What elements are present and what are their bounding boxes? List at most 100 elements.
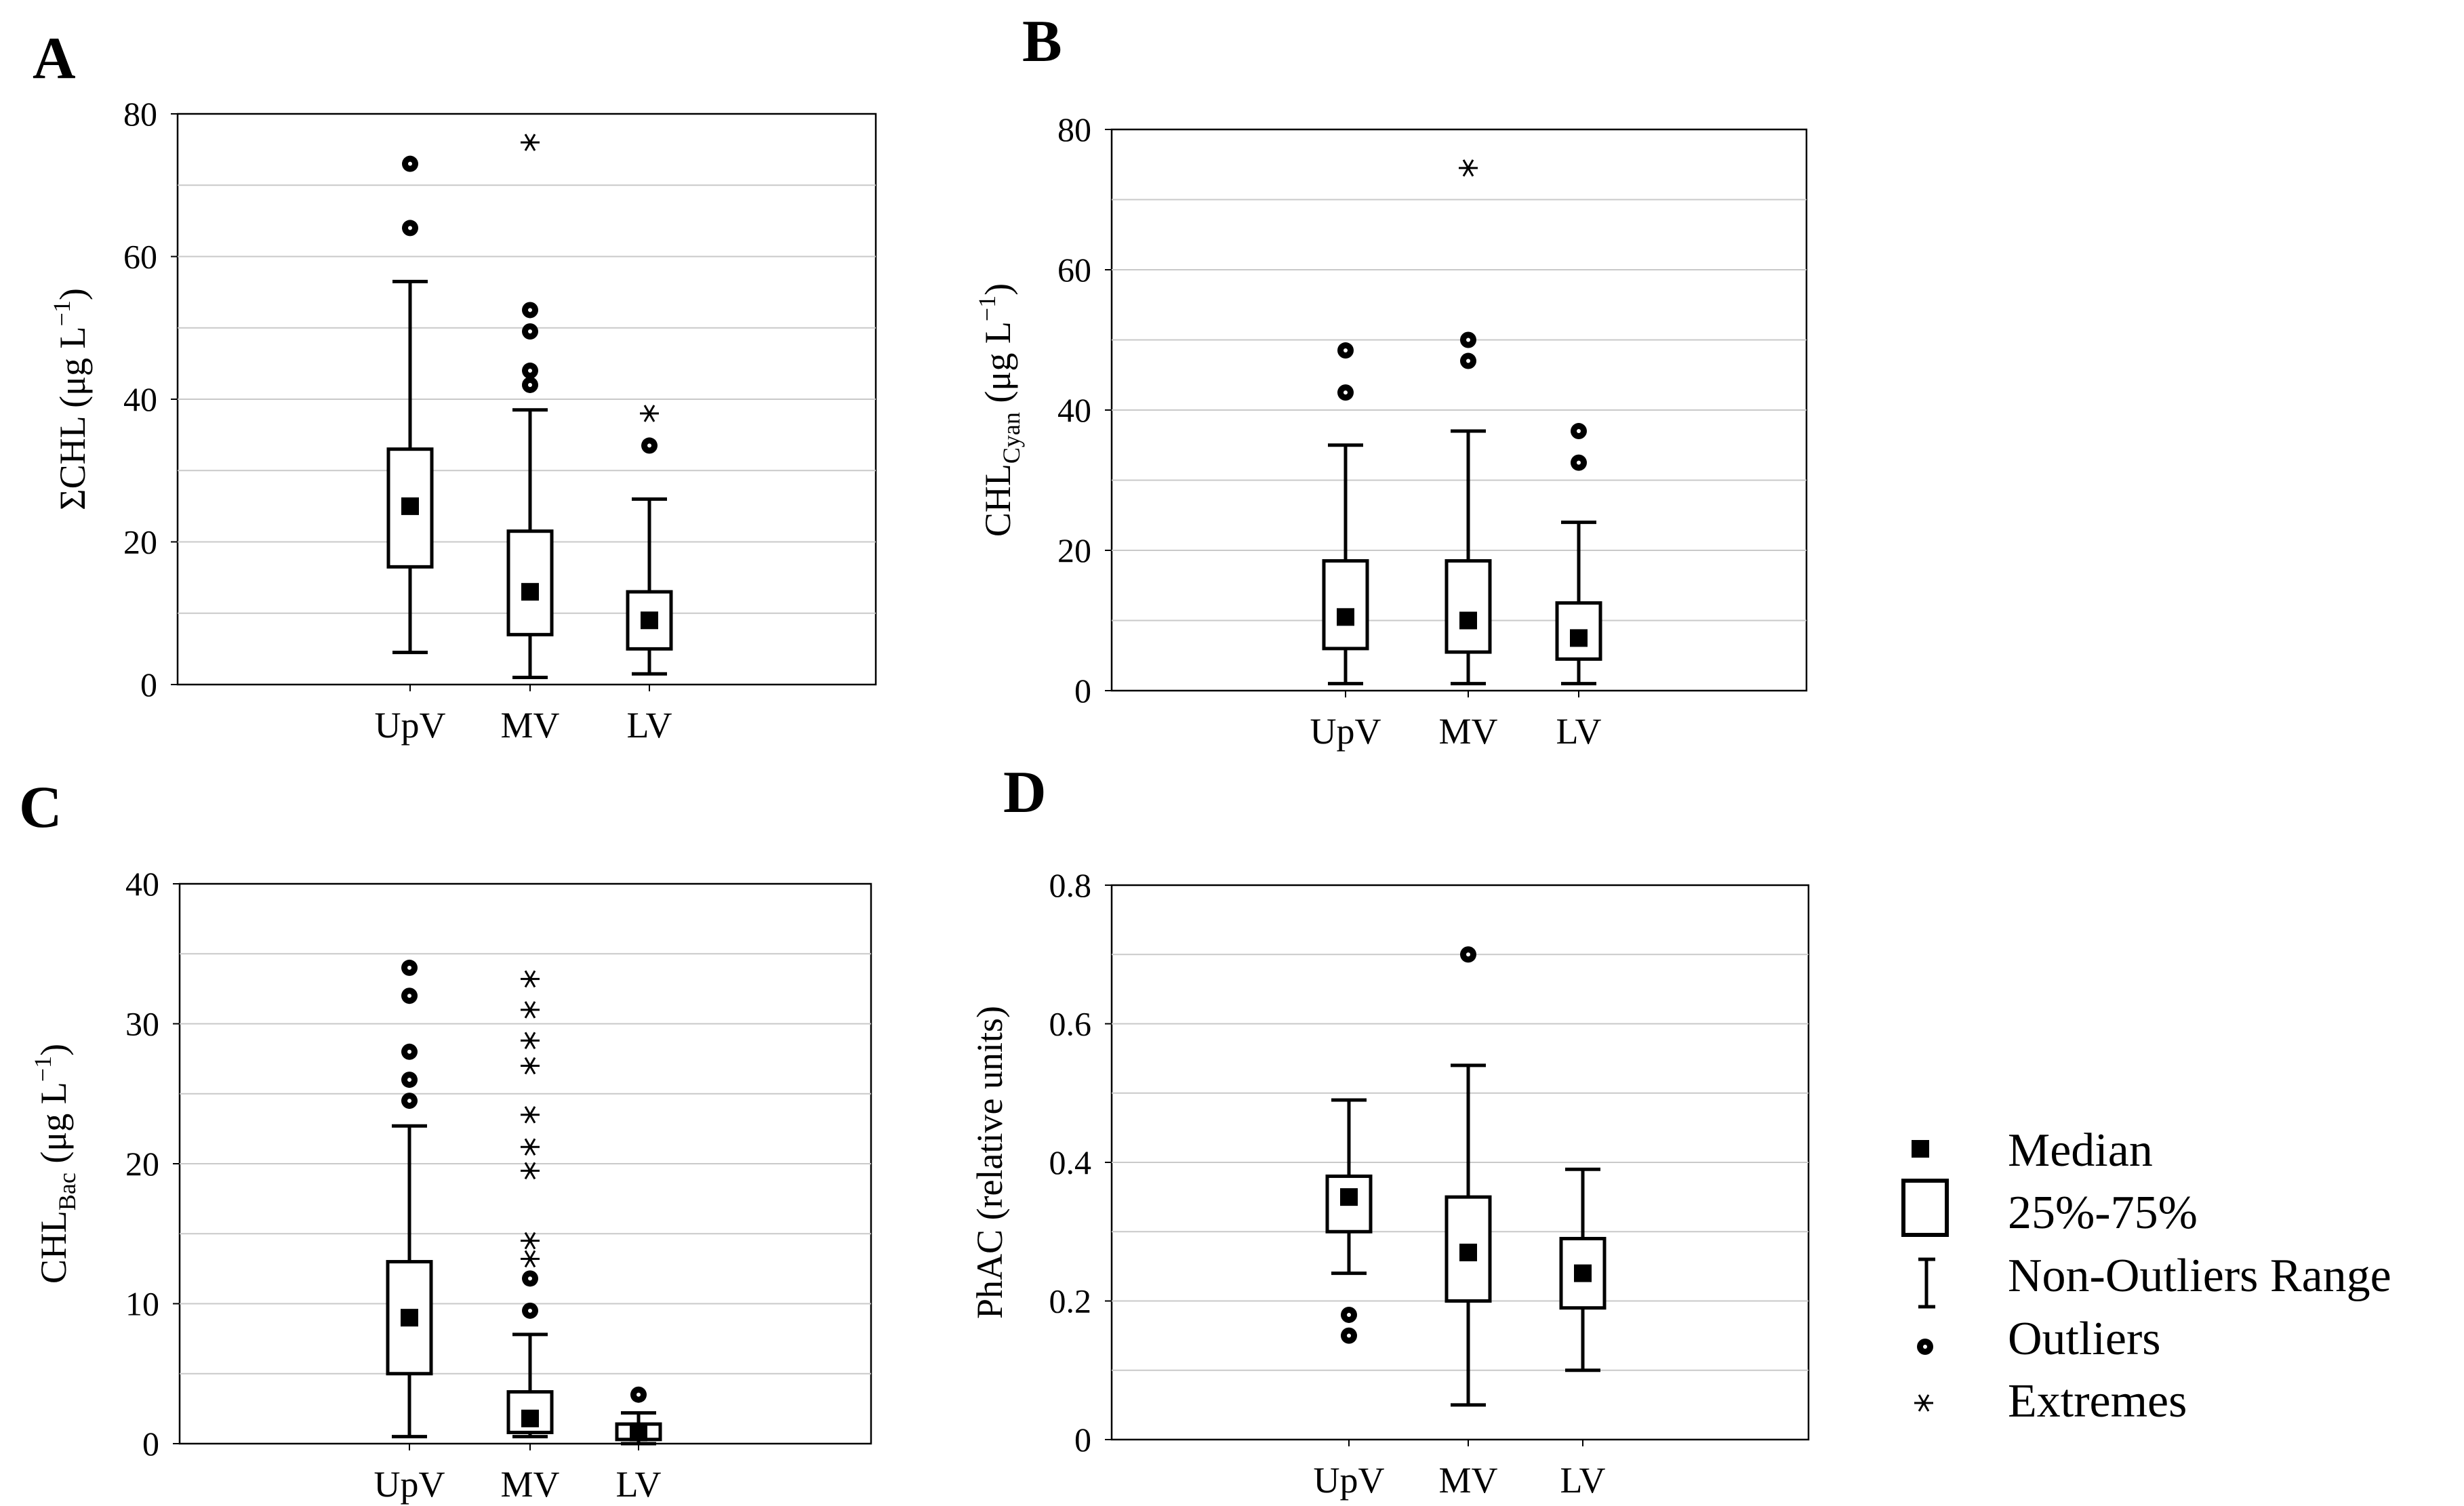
legend-median-marker (1912, 1140, 1929, 1158)
panel-a-letter: A (33, 26, 76, 91)
panel-b-upv-outlier-center (1344, 390, 1348, 395)
panel-c-y-tick-label: 10 (125, 1285, 159, 1323)
legend-outlier-marker-center (1923, 1345, 1927, 1349)
legend-box-label: 25%-75% (2008, 1187, 2198, 1239)
panel-a-upv-outlier-center (408, 161, 412, 166)
panel-b-mv-extreme (1459, 159, 1478, 177)
panel-c-y-tick-label: 20 (125, 1145, 159, 1183)
panel-a-mv-median (521, 583, 539, 601)
panel-a-mv-outlier-center (528, 368, 532, 373)
panel-c-mv-extreme-stroke (524, 1232, 536, 1250)
panel-c-mv-outlier-center (528, 1276, 532, 1281)
panel-c-upv-outlier-center (407, 1049, 411, 1054)
panel-c-category-label: UpV (374, 1464, 445, 1505)
panel-b-mv-outlier-center (1466, 359, 1470, 363)
panel-a-y-label: ΣCHL (μg L−1) (48, 288, 93, 510)
panel-b-upv-iqr-box (1322, 559, 1369, 651)
panel-b-lv-outlier-center (1577, 460, 1581, 465)
panel-c-y-ticks: 0 10 20 30 40 (125, 865, 180, 1463)
panel-b-category-label: UpV (1310, 711, 1381, 752)
panel-c-mv-extreme (521, 1057, 540, 1075)
panel-c-mv-extreme-stroke (524, 1250, 536, 1268)
panel-d-y-label: PhAC (relative units) (969, 1006, 1010, 1319)
panel-c-mv-extreme-stroke (524, 1105, 536, 1124)
panel-b-mv-iqr-box (1445, 559, 1492, 654)
panel-c-upv-iqr-box (386, 1260, 433, 1376)
panel-b-mv-extreme-stroke (1462, 159, 1474, 177)
panel-d-upv-median (1340, 1188, 1358, 1206)
panel-d-y-ticks: 0 0.2 0.4 0.6 0.8 (1049, 866, 1112, 1459)
panel-d-mv-median (1459, 1243, 1477, 1261)
panel-c-mv-extreme-stroke (524, 1162, 536, 1180)
panel-a-lv-extreme-stroke (643, 405, 655, 422)
panel-b-y-tick-label: 60 (1057, 251, 1091, 289)
panel-a-category-label: LV (626, 705, 672, 746)
panel-c-letter: C (19, 775, 62, 840)
panel-c-mv-extreme-stroke (524, 1057, 536, 1075)
panel-c-mv-extreme (521, 970, 540, 988)
panel-a-lv-outlier-center (647, 443, 651, 448)
panel-d-lv-median (1574, 1264, 1592, 1282)
legend-median-label: Median (2008, 1124, 2153, 1177)
panel-c-lv-median (630, 1423, 647, 1442)
panel-c-upv-outlier-center (407, 994, 411, 998)
panel-a-mv-outlier-center (528, 329, 532, 334)
panel-c-mv-outlier-center (528, 1308, 532, 1313)
panel-a-upv-outlier-center (408, 226, 412, 230)
panel-c-mv-extreme (521, 1162, 540, 1180)
panel-c-mv-extreme-stroke (524, 1138, 536, 1156)
panel-c-mv-extreme-stroke (524, 1001, 536, 1019)
panel-a-y-tick-label: 0 (140, 666, 157, 704)
panel-c-y-label: CHLBac (μg L−1) (29, 1044, 81, 1284)
panel-c-mv-extreme (521, 1138, 540, 1156)
panel-d-upv-outlier-center (1347, 1333, 1351, 1338)
panel-c-category-label: LV (615, 1464, 661, 1505)
panel-c-mv-extreme (521, 1032, 540, 1050)
panel-a-mv-iqr-box (506, 529, 554, 636)
panel-d-upv-outlier-center (1347, 1312, 1351, 1317)
panel-c-upv-outlier-center (407, 1078, 411, 1082)
panel-c-upv-median (401, 1309, 418, 1327)
panel-c-mv-median (521, 1409, 539, 1427)
panel-c: C 0 10 20 30 40 UpV MV LV CHLBac (μg L−1) (19, 775, 872, 1505)
panel-c-mv-extreme (521, 1001, 540, 1019)
panel-a-lv-median (641, 611, 658, 630)
panel-b-y-label: CHLCyan (μg L−1) (973, 283, 1025, 537)
panel-b-y-tick-label: 0 (1074, 672, 1091, 710)
panel-b-category-label: LV (1556, 711, 1601, 752)
panel-c-y-tick-label: 40 (125, 865, 159, 903)
panel-c-categories: UpV MV LV (374, 1444, 662, 1505)
panel-a-y-tick-label: 40 (123, 380, 157, 418)
panel-d-y-tick-label: 0.6 (1049, 1005, 1092, 1043)
panel-d-y-tick-label: 0.8 (1049, 866, 1092, 904)
panel-b-upv-outlier-center (1344, 348, 1348, 353)
panel-b-lv-outlier-center (1577, 429, 1581, 434)
panel-b-lv-median (1570, 629, 1588, 647)
panel-c-lv-outlier-center (637, 1392, 641, 1397)
panel-a-category-label: UpV (375, 705, 446, 746)
panel-a-mv-extreme (521, 134, 540, 151)
panel-b-boxes (1322, 159, 1602, 686)
panel-c-upv-outlier-center (407, 1099, 411, 1103)
panel-b-gridlines (1112, 199, 1806, 622)
panel-b: B 0 20 40 60 80 UpV MV LV CHLCyan (μg L−1) (973, 9, 1808, 752)
panel-a-y-tick-label: 20 (123, 523, 157, 561)
panel-b-mv-median (1459, 611, 1477, 630)
panel-d-y-tick-label: 0 (1074, 1421, 1091, 1459)
panel-a-boxes (386, 134, 673, 679)
panel-c-mv-extreme-stroke (524, 1032, 536, 1050)
panel-b-upv-median (1337, 608, 1354, 626)
panel-a-mv-outlier-center (528, 382, 532, 387)
panel-c-mv-extreme-stroke (524, 970, 536, 988)
panel-c-boxes (386, 959, 662, 1446)
legend-range-label: Non-Outliers Range (2008, 1250, 2391, 1302)
legend-box-marker (1901, 1179, 1949, 1237)
panel-d-category-label: LV (1560, 1460, 1605, 1501)
panel-c-mv-extreme (521, 1232, 540, 1250)
legend: Median 25%-75% Non-Outliers Range Outlie… (1901, 1124, 2391, 1427)
panel-b-y-tick-label: 80 (1057, 110, 1091, 148)
panel-b-categories: UpV MV LV (1310, 691, 1602, 752)
panel-d-mv-outlier-center (1466, 952, 1470, 957)
panel-a-y-tick-label: 80 (123, 95, 157, 133)
